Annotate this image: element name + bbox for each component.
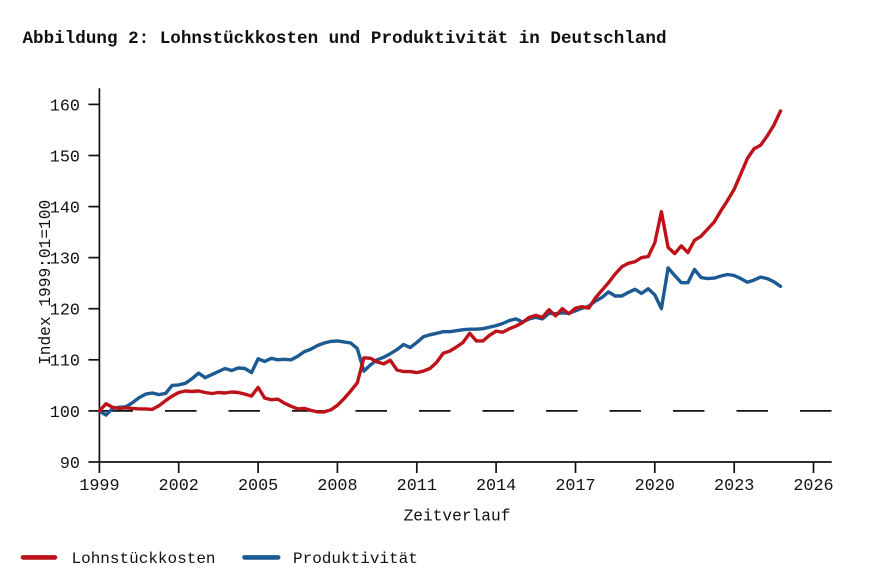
svg-text:90: 90	[60, 455, 80, 474]
svg-text:2014: 2014	[476, 477, 516, 496]
svg-text:2026: 2026	[793, 477, 833, 496]
svg-text:Lohnstückkosten: Lohnstückkosten	[72, 550, 216, 568]
svg-text:160: 160	[50, 97, 80, 116]
svg-text:2008: 2008	[317, 477, 357, 496]
svg-text:2017: 2017	[555, 477, 595, 496]
svg-text:2011: 2011	[397, 477, 437, 496]
svg-text:2020: 2020	[635, 477, 675, 496]
svg-text:120: 120	[50, 302, 80, 321]
svg-text:Abbildung 2: Lohnstückkosten u: Abbildung 2: Lohnstückkosten und Produkt…	[23, 29, 667, 49]
svg-text:Index 1999:01=100: Index 1999:01=100	[37, 200, 55, 365]
svg-text:110: 110	[50, 353, 80, 372]
svg-text:Zeitverlauf: Zeitverlauf	[404, 508, 511, 526]
svg-text:Produktivität: Produktivität	[293, 550, 418, 568]
svg-text:150: 150	[50, 148, 80, 167]
svg-text:130: 130	[50, 251, 80, 270]
svg-text:100: 100	[50, 404, 80, 423]
svg-text:2023: 2023	[714, 477, 754, 496]
svg-text:2005: 2005	[238, 477, 278, 496]
svg-text:1999: 1999	[79, 477, 119, 496]
svg-text:140: 140	[50, 200, 80, 219]
svg-text:2002: 2002	[159, 477, 199, 496]
